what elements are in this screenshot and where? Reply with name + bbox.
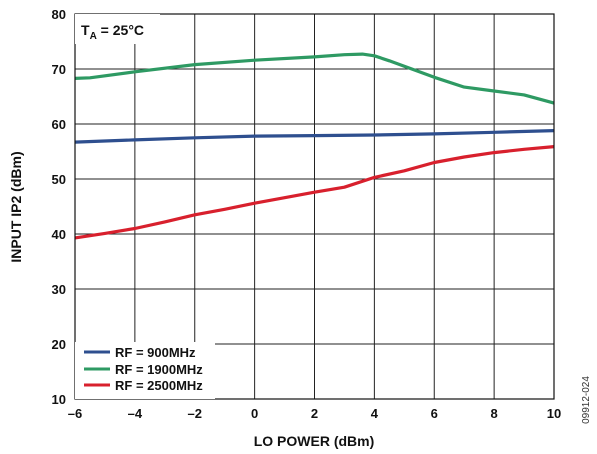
annotation-prefix: T [81,22,90,38]
annotation-box [75,14,160,44]
x-tick-label: 0 [251,406,258,421]
legend-label-1900mhz: RF = 1900MHz [115,362,203,377]
legend-label-900mhz: RF = 900MHz [115,345,196,360]
plot-frame [74,13,555,400]
y-tick-label: 20 [52,337,66,352]
x-axis-title: LO POWER (dBm) [254,433,375,449]
x-tick-labels: –6 –4 –2 0 2 4 6 8 10 [68,406,561,421]
series-line-2500mhz [74,145,555,240]
y-axis-title: INPUT IP2 (dBm) [8,151,24,262]
y-tick-labels: 10 20 30 40 50 60 70 80 [52,7,66,407]
x-tick-label: 10 [547,406,561,421]
series-line-1900mhz [74,52,555,105]
y-tick-label: 30 [52,282,66,297]
y-tick-label: 40 [52,227,66,242]
annotation-text: TA = 25°C [81,22,144,42]
x-tick-label: –6 [68,406,82,421]
y-tick-label: 80 [52,7,66,22]
y-tick-label: 70 [52,62,66,77]
series-layer [74,52,555,240]
annotation-suffix: = 25°C [97,22,144,38]
x-tick-label: –4 [128,406,143,421]
x-tick-label: 2 [311,406,318,421]
x-tick-label: –2 [188,406,202,421]
series-line-900mhz [74,129,555,144]
y-tick-label: 60 [52,117,66,132]
x-tick-label: 4 [371,406,379,421]
figure-id: 09912-024 [581,376,592,424]
annotation-subscript: A [90,31,97,42]
legend-label-2500mhz: RF = 2500MHz [115,378,203,393]
x-tick-label: 6 [431,406,438,421]
temperature-annotation: TA = 25°C [75,14,160,44]
y-tick-label: 10 [52,392,66,407]
y-tick-label: 50 [52,172,66,187]
legend: RF = 900MHz RF = 1900MHz RF = 2500MHz [75,342,215,399]
x-tick-label: 8 [491,406,498,421]
